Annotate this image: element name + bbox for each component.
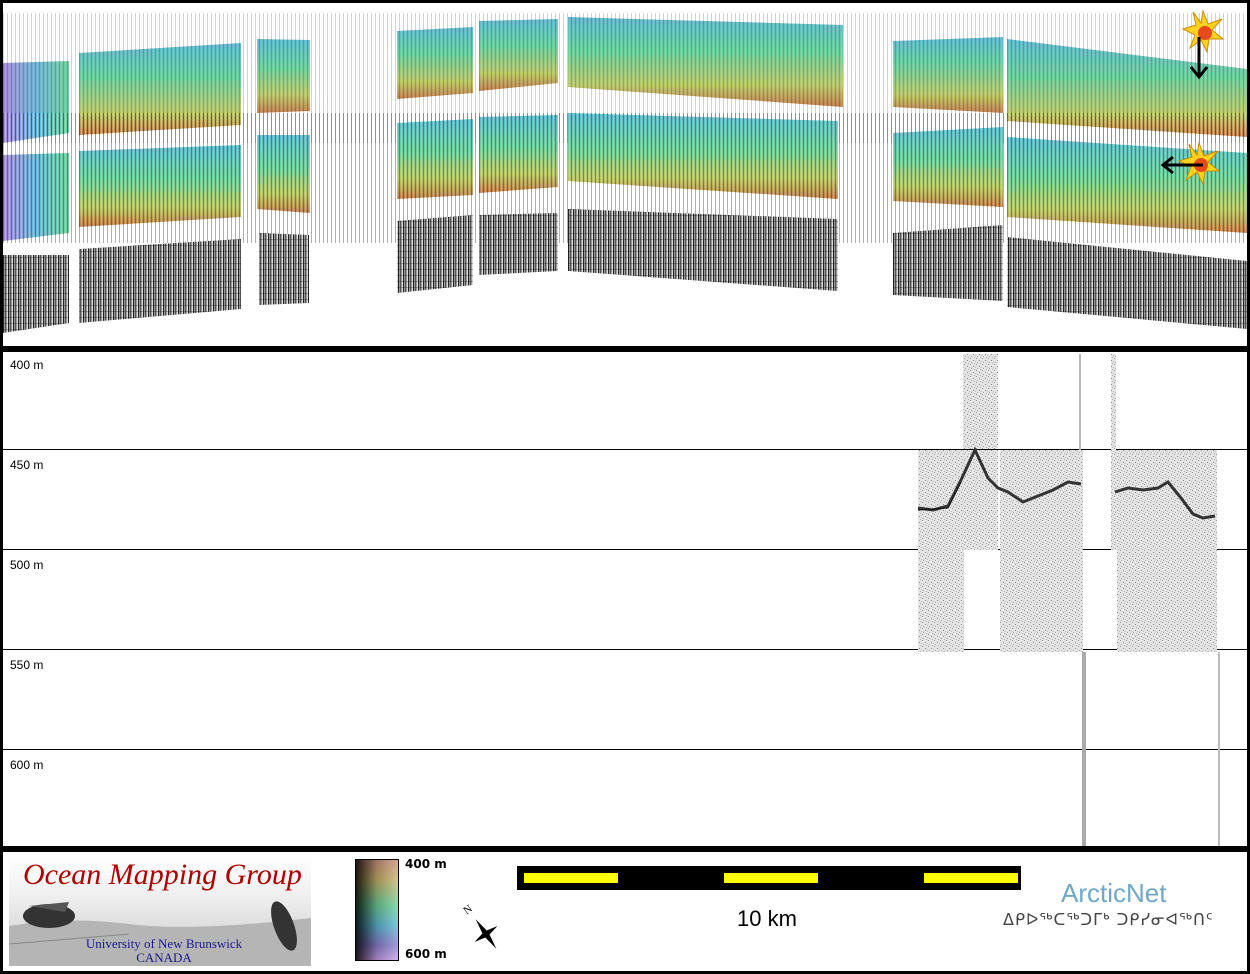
sun-icon [1181,9,1225,80]
depth-gridline [3,749,1247,750]
depth-label-450: 450 m [10,458,44,472]
depth-gridline [3,449,1247,450]
depth-label-500: 500 m [10,558,44,572]
arcticnet-logo: ArcticNet [1061,878,1167,908]
depth-colorbar [355,859,399,961]
subbottom-profile-panel: 400 m 450 m 500 m 550 m 600 m [3,352,1247,846]
scale-bar [517,866,1021,890]
depth-label-550: 550 m [10,658,44,672]
depth-label-400: 400 m [10,358,44,372]
logo-university: University of New Brunswick [85,936,243,951]
logo-country: CANADA [136,950,192,965]
swath-mosaic-panel [3,3,1247,346]
scale-bar-segment [724,873,818,883]
scale-bar-segment [924,873,1018,883]
backscatter-row [3,209,1247,333]
scale-bar-segment [524,873,618,883]
seafloor-illustration [9,901,311,966]
colorbar-bottom-label: 600 m [405,947,447,961]
arcticnet-syllabics: ᐃᑭᐅᖅᑕᖅᑐᒥᒃ ᑐᑭᓯᓂᐊᖅᑎᑦ [1003,910,1214,929]
legend-footer: Ocean Mapping Group University of New Br… [3,852,1247,971]
colorbar-top-label: 400 m [405,857,447,871]
depth-gridline [3,649,1247,650]
north-arrow-icon: N [458,903,508,954]
depth-label-600: 600 m [10,758,44,772]
ocean-mapping-group-logo: Ocean Mapping Group University of New Br… [9,856,311,966]
sun-icon [1160,141,1221,186]
scale-bar-label: 10 km [737,906,797,931]
logo-title: Ocean Mapping Group [23,858,302,891]
depth-gridline [3,549,1247,550]
subbottom-echogram [917,354,1220,846]
swath-mosaic-image [3,9,1247,333]
